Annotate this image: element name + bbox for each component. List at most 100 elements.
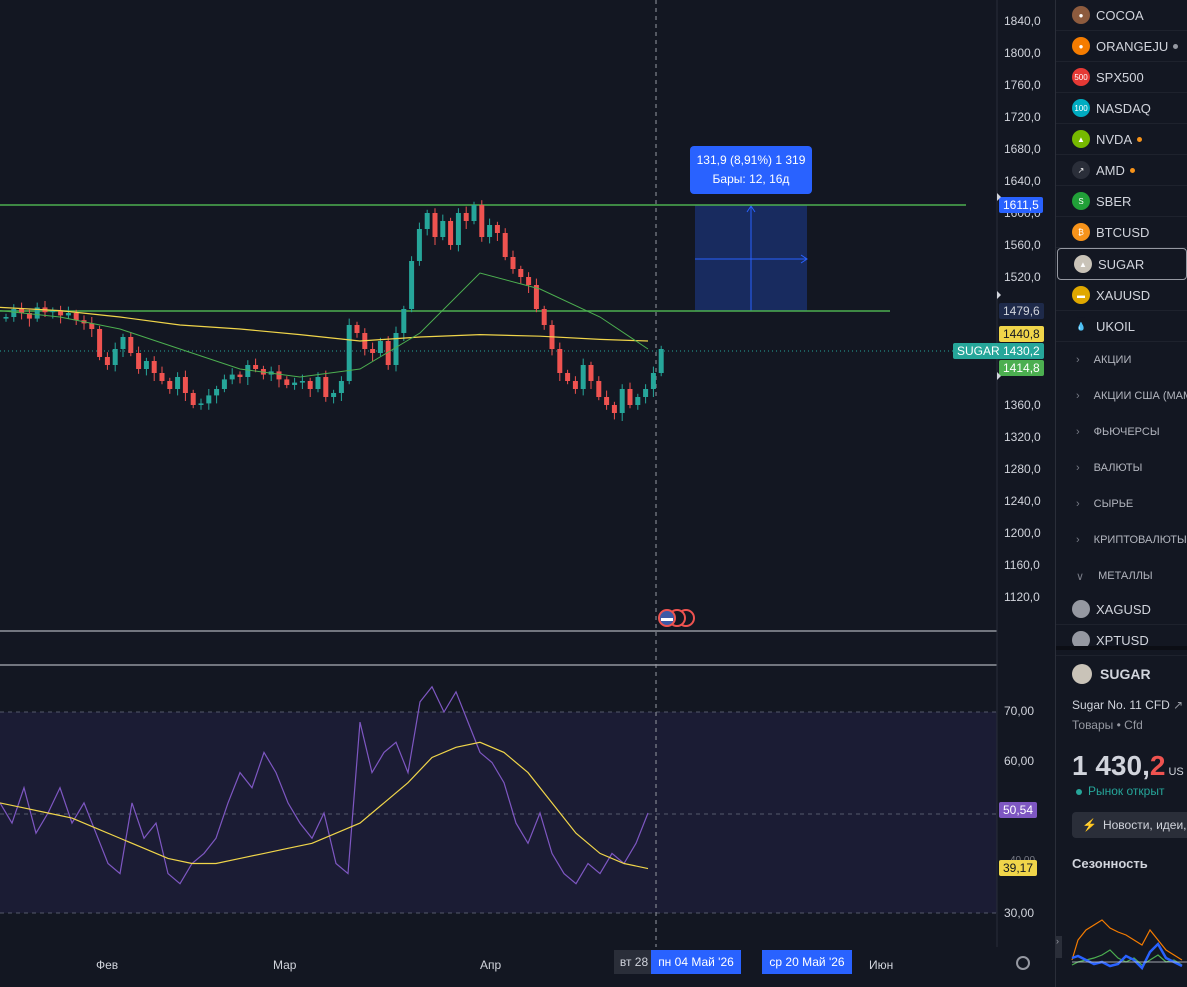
candle-body[interactable]	[198, 403, 204, 405]
candle-body[interactable]	[331, 393, 337, 397]
candle-body[interactable]	[276, 371, 282, 380]
watchlist-item-nasdaq[interactable]: 100 NASDAQ	[1056, 93, 1187, 124]
candle-body[interactable]	[596, 381, 602, 397]
candle-body[interactable]	[159, 373, 165, 381]
candle-body[interactable]	[190, 393, 196, 405]
settings-gear-icon[interactable]	[1016, 956, 1030, 970]
watchlist-section-metals[interactable]: ∨ МЕТАЛЛЫ	[1076, 570, 1153, 583]
candle-body[interactable]	[401, 309, 407, 333]
candle-body[interactable]	[471, 205, 477, 221]
candle-body[interactable]	[26, 313, 32, 319]
candle-body[interactable]	[323, 377, 329, 397]
candle-body[interactable]	[245, 365, 251, 377]
candle-body[interactable]	[58, 310, 64, 316]
collapse-handle-icon[interactable]: ›	[1056, 936, 1062, 958]
candle-body[interactable]	[635, 397, 641, 405]
candle-body[interactable]	[510, 257, 516, 269]
candle-body[interactable]	[572, 381, 578, 389]
candle-body[interactable]	[580, 365, 586, 389]
candle-body[interactable]	[650, 373, 656, 389]
candle-body[interactable]	[502, 233, 508, 257]
candle-body[interactable]	[221, 379, 227, 389]
watchlist-item-sber[interactable]: S SBER	[1056, 186, 1187, 217]
candle-body[interactable]	[346, 325, 352, 381]
news-ideas-button[interactable]: ⚡ Новости, идеи,	[1072, 812, 1187, 838]
candle-body[interactable]	[315, 377, 321, 389]
candle-body[interactable]	[229, 374, 235, 380]
candle-body[interactable]	[424, 213, 430, 229]
watchlist-item-orangeju[interactable]: ● ORANGEJU	[1056, 31, 1187, 62]
price-chart[interactable]	[0, 0, 1055, 987]
candle-body[interactable]	[440, 221, 446, 237]
candle-body[interactable]	[120, 337, 126, 349]
candle-body[interactable]	[73, 313, 79, 321]
watchlist-sidebar[interactable]: ● COCOA ● ORANGEJU 500 SPX500 100 NASDAQ ▲ NVDA ↗ A…	[1055, 0, 1187, 987]
candle-body[interactable]	[565, 373, 571, 381]
candle-body[interactable]	[627, 389, 633, 405]
candle-body[interactable]	[214, 389, 220, 396]
candle-body[interactable]	[619, 389, 625, 413]
candle-body[interactable]	[104, 357, 110, 365]
details-description[interactable]: Sugar No. 11 CFD ↗	[1072, 698, 1184, 712]
candle-body[interactable]	[284, 379, 290, 385]
candle-body[interactable]	[237, 374, 243, 377]
candle-body[interactable]	[416, 229, 422, 261]
candle-body[interactable]	[65, 313, 71, 316]
time-range-end[interactable]: ср 20 Май '26	[762, 950, 852, 974]
candle-body[interactable]	[206, 395, 212, 404]
candle-body[interactable]	[494, 225, 500, 233]
candle-body[interactable]	[151, 361, 157, 373]
candle-body[interactable]	[34, 307, 40, 319]
external-link-icon[interactable]: ↗	[1173, 698, 1184, 712]
candle-body[interactable]	[393, 333, 399, 365]
time-range-start[interactable]: пн 04 Май '26	[651, 950, 741, 974]
watchlist-section[interactable]: › КРИПТОВАЛЮТЫ	[1076, 534, 1187, 546]
candle-body[interactable]	[89, 323, 95, 329]
watchlist-item-nvda[interactable]: ▲ NVDA	[1056, 124, 1187, 155]
watchlist-item-amd[interactable]: ↗ AMD	[1056, 155, 1187, 186]
candle-body[interactable]	[377, 341, 383, 353]
candle-body[interactable]	[370, 349, 376, 353]
watchlist-item-spx500[interactable]: 500 SPX500	[1056, 62, 1187, 93]
watchlist-item-sugar[interactable]: ▲ SUGAR	[1057, 248, 1187, 280]
candle-body[interactable]	[526, 277, 532, 285]
candle-body[interactable]	[541, 309, 547, 325]
candle-body[interactable]	[167, 381, 173, 389]
candle-body[interactable]	[518, 269, 524, 277]
moving-average-slow[interactable]	[0, 306, 649, 342]
watchlist-section[interactable]: › ФЬЮЧЕРСЫ	[1076, 426, 1160, 438]
candle-body[interactable]	[338, 381, 344, 393]
candle-body[interactable]	[292, 382, 298, 385]
candle-body[interactable]	[643, 389, 649, 397]
watchlist-item-cocoa[interactable]: ● COCOA	[1056, 0, 1187, 31]
watchlist-item-xagusd[interactable]: XAGUSD	[1056, 594, 1187, 625]
candle-body[interactable]	[409, 261, 415, 309]
candle-body[interactable]	[182, 377, 188, 393]
candle-body[interactable]	[455, 213, 461, 245]
moving-average-fast[interactable]	[0, 272, 649, 378]
candle-body[interactable]	[588, 365, 594, 381]
candle-body[interactable]	[463, 213, 469, 221]
candle-body[interactable]	[136, 353, 142, 369]
candle-body[interactable]	[112, 349, 118, 365]
candle-body[interactable]	[658, 349, 664, 373]
candle-body[interactable]	[3, 317, 9, 319]
watchlist-section[interactable]: › АКЦИИ США (МАМ	[1076, 390, 1187, 402]
watchlist-section[interactable]: › АКЦИИ	[1076, 354, 1132, 366]
watchlist-item-xptusd[interactable]: XPTUSD	[1056, 625, 1187, 656]
seasonality-chart[interactable]	[1056, 900, 1187, 980]
candle-body[interactable]	[604, 397, 610, 405]
candle-body[interactable]	[253, 365, 259, 369]
candle-body[interactable]	[19, 309, 25, 313]
candle-body[interactable]	[487, 225, 493, 237]
rsi-ma-line[interactable]	[0, 741, 649, 870]
watchlist-item-btcusd[interactable]: ₿ BTCUSD	[1056, 217, 1187, 248]
candle-body[interactable]	[448, 221, 454, 245]
economic-events-icon[interactable]	[658, 609, 695, 627]
chart-area[interactable]: 1840,0 1800,0 1760,0 1720,0 1680,0 1640,0 1600…	[0, 0, 1055, 987]
candle-body[interactable]	[611, 405, 617, 413]
rsi-line[interactable]	[0, 685, 649, 885]
candle-body[interactable]	[143, 361, 149, 369]
candle-body[interactable]	[11, 309, 17, 317]
watchlist-item-xauusd[interactable]: ▬ XAUUSD	[1056, 280, 1187, 311]
